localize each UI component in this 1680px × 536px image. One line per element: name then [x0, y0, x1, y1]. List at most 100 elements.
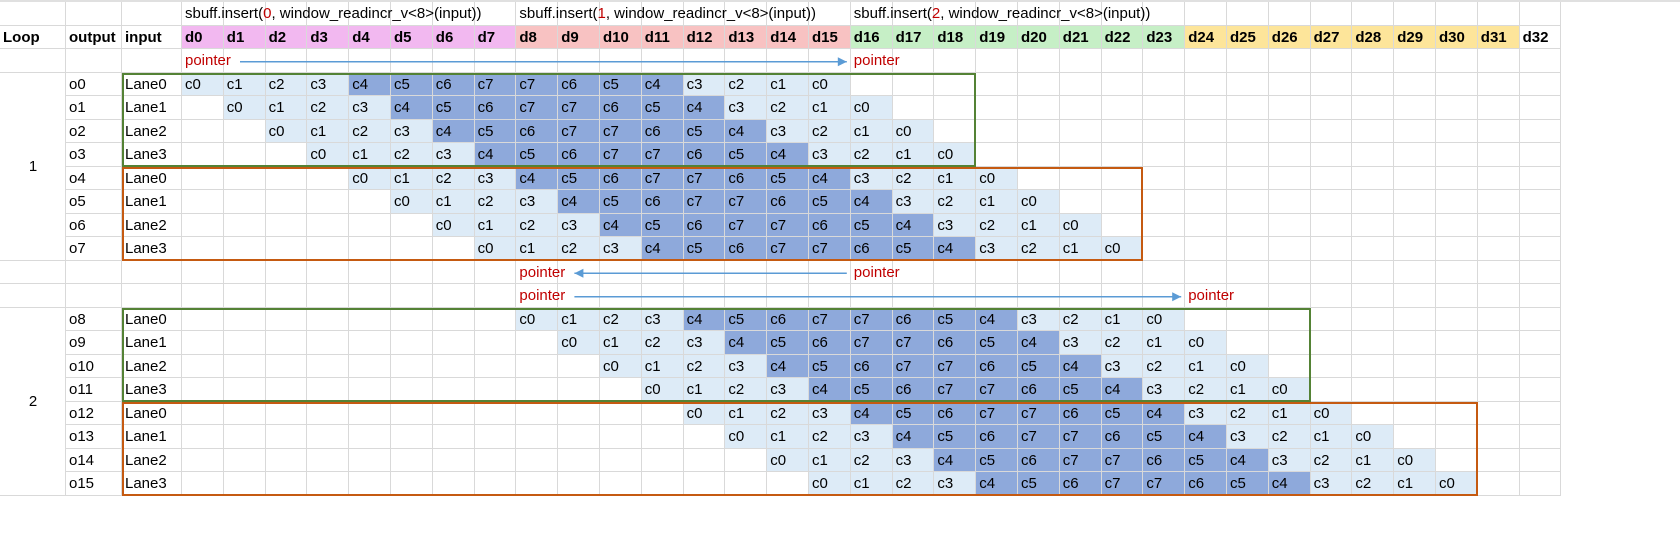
column-header[interactable] [976, 25, 1018, 49]
grid-cell[interactable] [432, 401, 475, 425]
grid-cell[interactable] [122, 96, 182, 120]
grid-cell[interactable] [223, 331, 266, 355]
coef-cell[interactable] [1185, 401, 1227, 425]
grid-cell[interactable] [66, 119, 122, 143]
coef-cell[interactable] [558, 166, 600, 190]
grid-cell[interactable] [349, 307, 391, 331]
coef-cell[interactable] [725, 166, 768, 190]
grid-cell[interactable] [1059, 72, 1102, 96]
grid-cell[interactable] [1436, 354, 1478, 378]
coef-cell[interactable] [934, 213, 977, 237]
grid-cell[interactable] [122, 2, 182, 26]
grid-cell[interactable] [122, 49, 182, 73]
grid-cell[interactable] [307, 260, 350, 284]
column-header[interactable] [1143, 25, 1186, 49]
grid-cell[interactable] [809, 2, 851, 26]
grid-cell[interactable] [1101, 96, 1144, 120]
grid-cell[interactable] [600, 260, 642, 284]
grid-cell[interactable] [850, 260, 893, 284]
grid-cell[interactable] [182, 213, 224, 237]
coef-cell[interactable] [641, 119, 684, 143]
coef-cell[interactable] [1059, 331, 1102, 355]
grid-cell[interactable] [1394, 190, 1436, 214]
grid-cell[interactable] [1227, 143, 1269, 167]
column-header[interactable] [683, 25, 726, 49]
grid-cell[interactable] [349, 331, 391, 355]
grid-cell[interactable] [1227, 237, 1269, 261]
coef-cell[interactable] [1059, 307, 1102, 331]
column-header[interactable] [558, 25, 600, 49]
grid-cell[interactable] [1477, 72, 1520, 96]
column-header[interactable] [1519, 25, 1562, 49]
coef-cell[interactable] [767, 401, 809, 425]
coef-cell[interactable] [265, 96, 308, 120]
coef-cell[interactable] [1227, 448, 1269, 472]
coef-cell[interactable] [934, 166, 977, 190]
column-header[interactable] [1018, 25, 1060, 49]
grid-cell[interactable] [1268, 49, 1311, 73]
grid-cell[interactable] [641, 260, 684, 284]
coef-cell[interactable] [1268, 448, 1311, 472]
grid-cell[interactable] [683, 2, 726, 26]
coef-cell[interactable] [976, 448, 1018, 472]
grid-cell[interactable] [1352, 213, 1395, 237]
grid-cell[interactable] [1519, 190, 1562, 214]
grid-cell[interactable] [349, 354, 391, 378]
grid-cell[interactable] [516, 378, 559, 402]
grid-cell[interactable] [223, 119, 266, 143]
coef-cell[interactable] [600, 213, 642, 237]
grid-cell[interactable] [1394, 378, 1436, 402]
grid-cell[interactable] [976, 260, 1018, 284]
grid-cell[interactable] [223, 260, 266, 284]
grid-cell[interactable] [892, 284, 935, 308]
grid-cell[interactable] [349, 260, 391, 284]
grid-cell[interactable] [1059, 166, 1102, 190]
grid-cell[interactable] [600, 49, 642, 73]
grid-cell[interactable] [122, 307, 182, 331]
grid-cell[interactable] [265, 260, 308, 284]
grid-cell[interactable] [767, 260, 809, 284]
grid-cell[interactable] [349, 425, 391, 449]
grid-cell[interactable] [683, 448, 726, 472]
grid-cell[interactable] [223, 284, 266, 308]
grid-cell[interactable] [391, 472, 433, 496]
coef-cell[interactable] [892, 119, 935, 143]
grid-cell[interactable] [265, 190, 308, 214]
coef-cell[interactable] [516, 166, 559, 190]
grid-cell[interactable] [976, 72, 1018, 96]
grid-cell[interactable] [66, 284, 122, 308]
grid-cell[interactable] [1310, 96, 1353, 120]
grid-cell[interactable] [641, 425, 684, 449]
grid-cell[interactable] [1352, 237, 1395, 261]
grid-cell[interactable] [1519, 143, 1562, 167]
grid-cell[interactable] [182, 143, 224, 167]
coef-cell[interactable] [725, 190, 768, 214]
coef-cell[interactable] [182, 72, 224, 96]
column-header[interactable] [809, 25, 851, 49]
coef-cell[interactable] [892, 166, 935, 190]
grid-cell[interactable] [66, 25, 122, 49]
grid-cell[interactable] [1519, 331, 1562, 355]
grid-cell[interactable] [1519, 237, 1562, 261]
coef-cell[interactable] [1185, 448, 1227, 472]
coef-cell[interactable] [683, 119, 726, 143]
grid-cell[interactable] [1477, 143, 1520, 167]
grid-cell[interactable] [122, 190, 182, 214]
grid-cell[interactable] [641, 472, 684, 496]
grid-cell[interactable] [182, 472, 224, 496]
grid-cell[interactable] [391, 354, 433, 378]
coef-cell[interactable] [641, 96, 684, 120]
coef-cell[interactable] [1227, 425, 1269, 449]
grid-cell[interactable] [1268, 119, 1311, 143]
grid-cell[interactable] [391, 49, 433, 73]
grid-cell[interactable] [1227, 49, 1269, 73]
coef-cell[interactable] [767, 307, 809, 331]
grid-cell[interactable] [1185, 49, 1227, 73]
grid-cell[interactable] [1436, 307, 1478, 331]
coef-cell[interactable] [725, 354, 768, 378]
coef-cell[interactable] [767, 331, 809, 355]
grid-cell[interactable] [1394, 143, 1436, 167]
column-header[interactable] [265, 25, 308, 49]
grid-cell[interactable] [1477, 166, 1520, 190]
coef-cell[interactable] [1310, 401, 1353, 425]
